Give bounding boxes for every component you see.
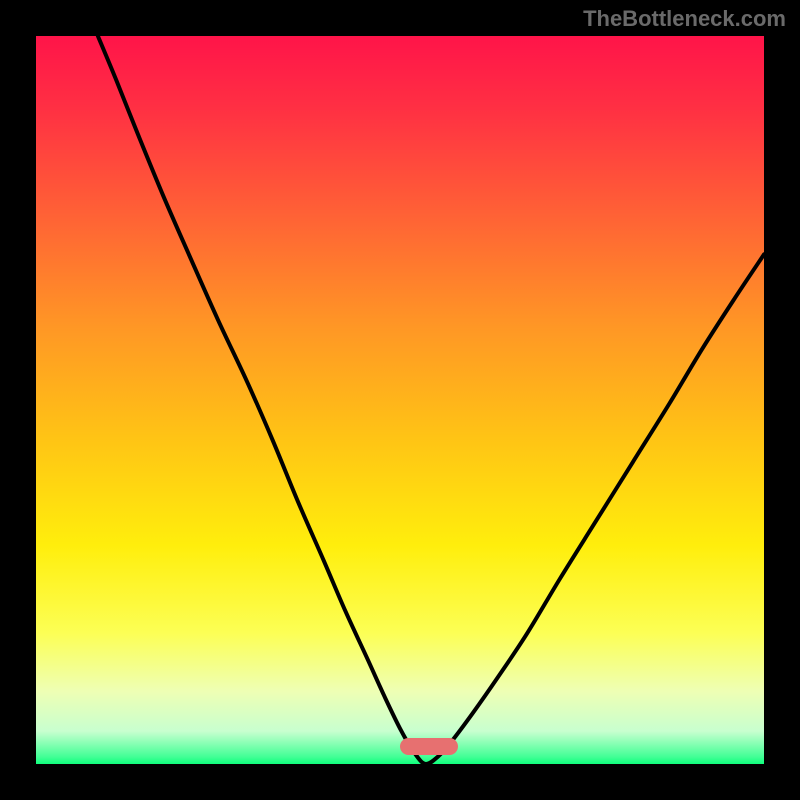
- watermark-text: TheBottleneck.com: [583, 6, 786, 32]
- bottom-marker: [400, 738, 458, 755]
- plot-area: [36, 36, 764, 764]
- bottleneck-curve: [36, 36, 764, 764]
- chart-frame: TheBottleneck.com: [0, 0, 800, 800]
